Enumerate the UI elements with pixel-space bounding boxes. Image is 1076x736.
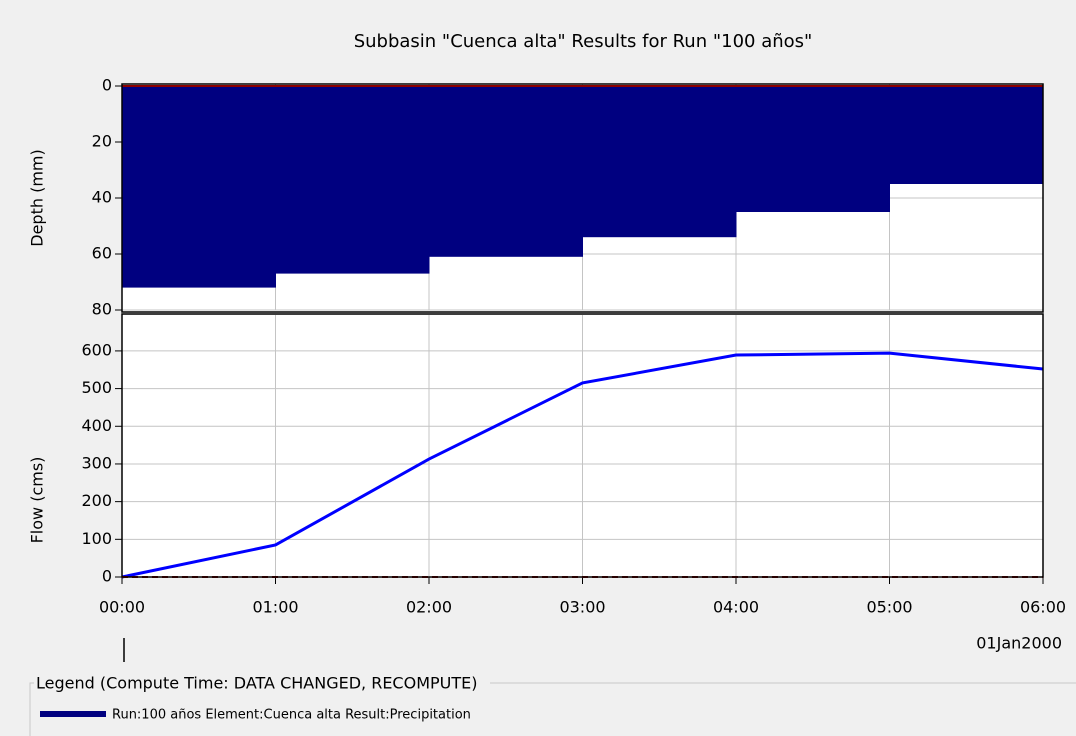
y-tick-label: 40 <box>92 188 112 207</box>
bar <box>429 86 583 257</box>
chart-title: Subbasin "Cuenca alta" Results for Run "… <box>354 31 813 52</box>
y-tick-label: 200 <box>81 491 112 510</box>
legend-entry: Run:100 años Element:Cuenca alta Result:… <box>112 708 471 723</box>
y-axis-label: Flow (cms) <box>28 457 47 544</box>
y-tick-label: 500 <box>81 378 112 397</box>
y-tick-label: 300 <box>81 453 112 472</box>
y-tick-label: 60 <box>92 244 112 263</box>
legend-title-bg <box>34 676 490 692</box>
bar <box>889 86 1044 184</box>
bar <box>122 86 276 288</box>
y-tick-label: 0 <box>102 76 112 95</box>
x-tick-label: 04:00 <box>713 598 759 617</box>
x-tick-label: 00:00 <box>99 598 145 617</box>
y-axis-label: Depth (mm) <box>28 149 47 246</box>
x-tick-label: 01:00 <box>252 598 298 617</box>
y-tick-label: 0 <box>102 567 112 586</box>
x-tick-label: 06:00 <box>1020 598 1066 617</box>
y-tick-label: 400 <box>81 416 112 435</box>
flow-line <box>121 351 1044 579</box>
bar <box>275 86 430 274</box>
x-tick-label: 02:00 <box>406 598 452 617</box>
bar <box>582 86 737 238</box>
bottom-frame <box>121 313 1044 578</box>
x-axis-label: 01Jan2000 <box>976 634 1062 653</box>
bar <box>736 86 890 212</box>
x-tick-label: 03:00 <box>559 598 605 617</box>
y-tick-label: 600 <box>81 340 112 359</box>
x-tick-label: 05:00 <box>866 598 912 617</box>
y-tick-label: 80 <box>92 300 112 319</box>
y-tick-label: 20 <box>92 132 112 151</box>
legend-title: Legend (Compute Time: DATA CHANGED, RECO… <box>36 674 477 693</box>
y-tick-label: 100 <box>81 529 112 548</box>
